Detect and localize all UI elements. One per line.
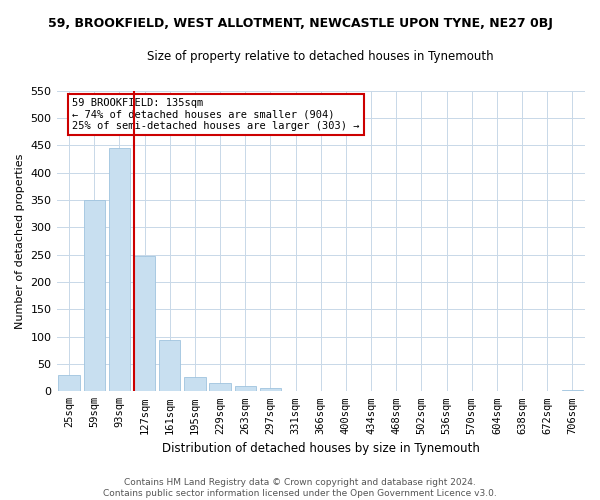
Text: 59 BROOKFIELD: 135sqm
← 74% of detached houses are smaller (904)
25% of semi-det: 59 BROOKFIELD: 135sqm ← 74% of detached … — [73, 98, 360, 132]
Bar — [184, 377, 206, 392]
Bar — [209, 383, 231, 392]
Text: 59, BROOKFIELD, WEST ALLOTMENT, NEWCASTLE UPON TYNE, NE27 0BJ: 59, BROOKFIELD, WEST ALLOTMENT, NEWCASTL… — [47, 18, 553, 30]
Text: Contains HM Land Registry data © Crown copyright and database right 2024.
Contai: Contains HM Land Registry data © Crown c… — [103, 478, 497, 498]
Bar — [159, 340, 181, 392]
Bar — [260, 388, 281, 392]
Bar — [109, 148, 130, 392]
Bar — [134, 256, 155, 392]
Bar — [83, 200, 105, 392]
Bar — [235, 386, 256, 392]
Bar — [562, 390, 583, 392]
Title: Size of property relative to detached houses in Tynemouth: Size of property relative to detached ho… — [148, 50, 494, 63]
Y-axis label: Number of detached properties: Number of detached properties — [15, 153, 25, 328]
Bar — [58, 375, 80, 392]
X-axis label: Distribution of detached houses by size in Tynemouth: Distribution of detached houses by size … — [162, 442, 480, 455]
